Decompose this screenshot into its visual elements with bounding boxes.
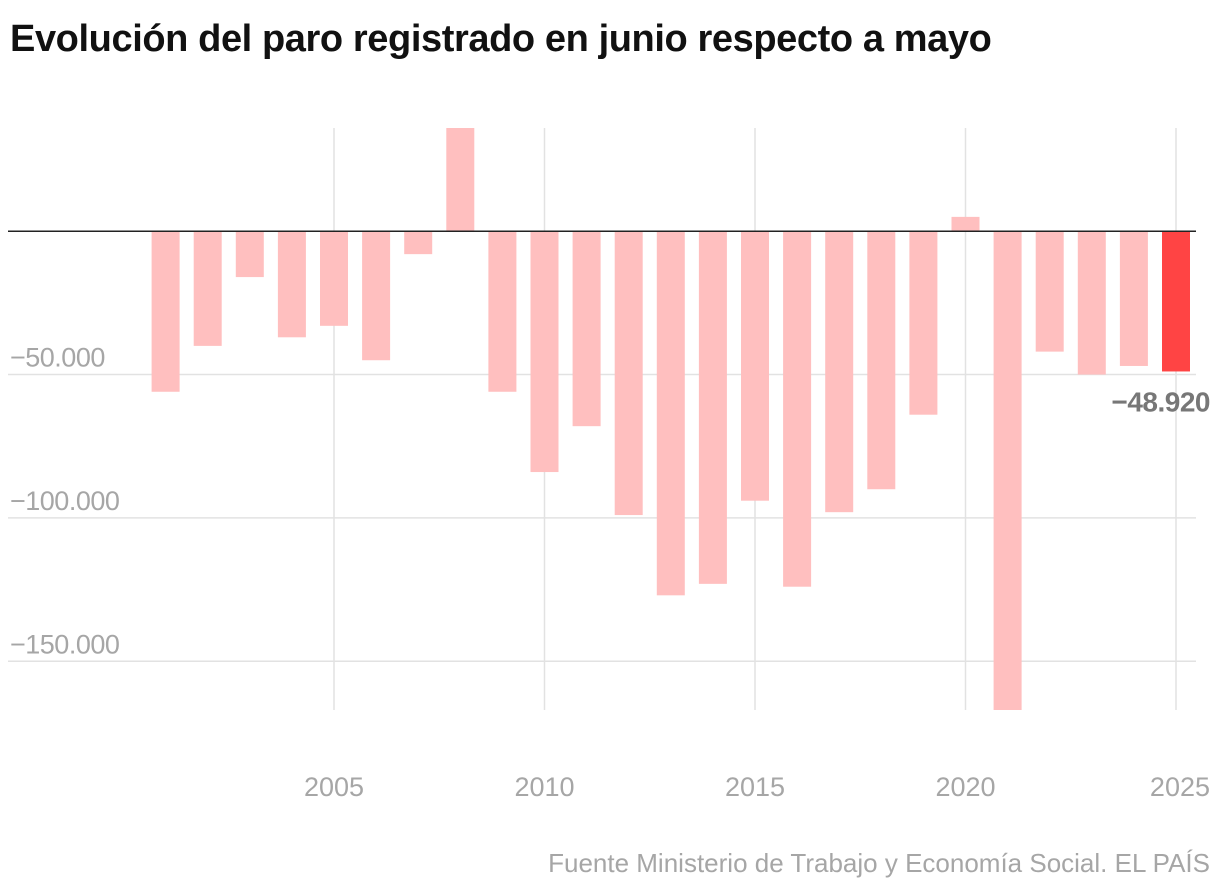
x-tick-label: 2025 (1150, 772, 1210, 802)
x-tick-label: 2020 (935, 772, 995, 802)
bar-2008 (446, 128, 475, 232)
y-tick-label: −100.000 (10, 486, 119, 516)
bar-2007 (404, 231, 433, 255)
y-tick-label: −50.000 (10, 343, 105, 373)
bar-2010 (530, 231, 559, 473)
bars (8, 128, 1196, 710)
bar-2012 (614, 231, 643, 516)
bar-2018 (867, 231, 896, 490)
bar-chart: −50.000 −100.000 −150.000 2005 2010 2015 2020 2… (8, 128, 1211, 802)
bar-2022 (1035, 231, 1064, 352)
bar-2002 (193, 231, 222, 346)
labels: −50.000 −100.000 −150.000 2005 2010 2015 2020 2… (10, 343, 1211, 802)
bar-2024 (1119, 231, 1148, 366)
value-annotation: −48.920 (1112, 386, 1211, 417)
bar-2020 (951, 216, 980, 232)
bar-2014 (698, 231, 727, 584)
bar-2004 (277, 231, 306, 338)
x-tick-label: 2010 (514, 772, 574, 802)
y-tick-label: −150.000 (10, 629, 119, 659)
source-note: Fuente Ministerio de Trabajo y Economía … (548, 848, 1210, 878)
bar-2021 (993, 231, 1022, 710)
bar-2016 (783, 231, 812, 587)
bar-2019 (909, 231, 938, 415)
bar-2005 (320, 231, 348, 326)
bar-2023 (1077, 231, 1106, 375)
chart-title: Evolución del paro registrado en junio r… (10, 18, 992, 60)
bar-2011 (572, 231, 601, 427)
bar-2013 (656, 231, 685, 596)
bar-2025 (1162, 231, 1190, 372)
x-tick-label: 2005 (304, 772, 364, 802)
x-tick-label: 2015 (725, 772, 785, 802)
bar-2015 (741, 231, 769, 501)
bar-2017 (825, 231, 854, 513)
bar-2006 (362, 231, 391, 361)
bar-2009 (488, 231, 517, 392)
bar-2001 (151, 231, 180, 392)
bar-2003 (235, 231, 264, 278)
